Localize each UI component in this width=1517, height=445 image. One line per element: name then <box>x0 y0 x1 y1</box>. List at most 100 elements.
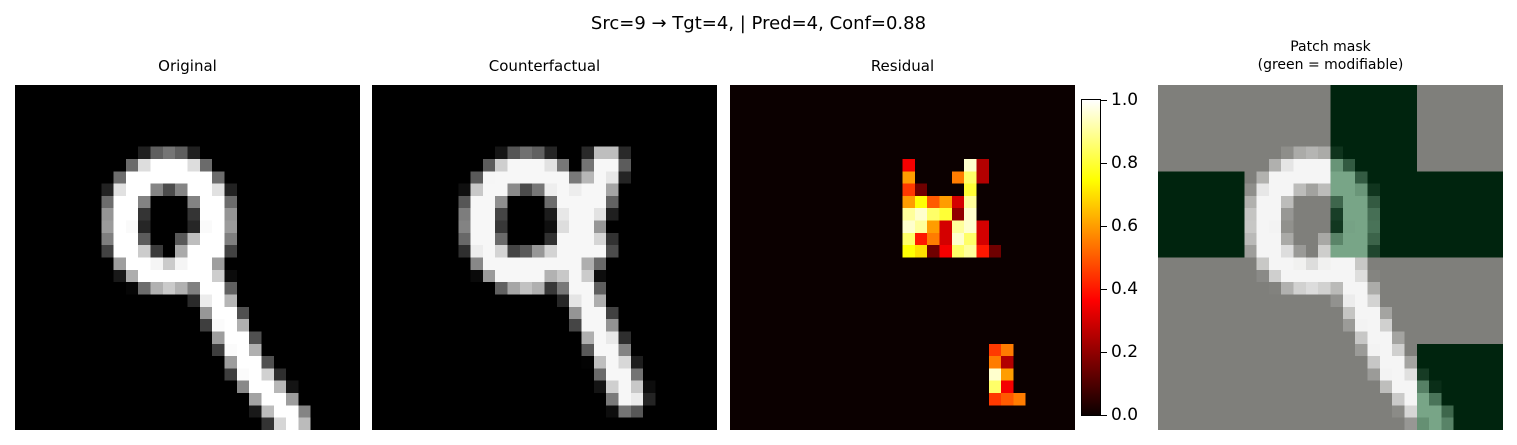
counterfactual-pixel <box>630 294 644 308</box>
original-pixel <box>39 417 53 430</box>
mask-pixel <box>1342 343 1356 357</box>
original-pixel <box>51 232 65 246</box>
residual-pixel <box>828 343 842 357</box>
original-pixel <box>273 245 287 258</box>
residual-pixel <box>828 134 842 147</box>
original-pixel <box>273 183 287 197</box>
original-pixel <box>64 319 77 332</box>
original-pixel <box>101 393 114 406</box>
residual-pixel <box>791 109 805 123</box>
original-pixel <box>187 109 201 123</box>
counterfactual-pixel <box>556 393 570 406</box>
mask-pixel <box>1268 282 1282 295</box>
original-pixel <box>125 319 139 332</box>
residual-pixel <box>742 343 755 357</box>
mask-pixel <box>1194 183 1208 197</box>
counterfactual-pixel <box>372 405 385 418</box>
mask-pixel <box>1293 146 1307 160</box>
counterfactual-pixel <box>396 380 410 394</box>
mask-pixel <box>1256 257 1270 271</box>
mask-pixel <box>1379 343 1393 357</box>
mask-pixel <box>1379 380 1393 394</box>
counterfactual-pixel <box>433 331 447 344</box>
mask-pixel <box>1404 109 1417 123</box>
counterfactual-pixel <box>408 220 422 234</box>
residual-pixel <box>1062 343 1075 357</box>
original-pixel <box>347 208 360 221</box>
original-pixel <box>199 121 213 135</box>
original-pixel <box>273 208 287 221</box>
residual-pixel <box>865 171 879 184</box>
original-pixel <box>310 146 324 160</box>
original-pixel <box>39 109 53 123</box>
mask-pixel <box>1158 171 1171 184</box>
residual-pixel <box>766 121 780 135</box>
residual-pixel <box>1062 319 1075 332</box>
original-pixel <box>199 294 213 308</box>
counterfactual-pixel <box>445 331 459 344</box>
mask-pixel <box>1219 331 1233 344</box>
residual-pixel <box>791 380 805 394</box>
residual-pixel <box>1062 121 1075 135</box>
original-pixel <box>88 158 102 172</box>
mask-pixel <box>1170 195 1183 209</box>
original-pixel <box>125 393 139 406</box>
residual-pixel <box>840 158 854 172</box>
original-pixel <box>101 331 114 344</box>
original-pixel <box>101 306 114 320</box>
residual-pixel <box>730 109 743 123</box>
mask-pixel <box>1466 171 1479 184</box>
mask-pixel <box>1490 85 1503 98</box>
residual-pixel <box>951 208 965 221</box>
mask-pixel <box>1256 97 1270 110</box>
counterfactual-pixel <box>630 306 644 320</box>
mask-pixel <box>1158 417 1171 430</box>
original-pixel <box>212 282 225 295</box>
counterfactual-pixel <box>507 146 521 160</box>
original-pixel <box>199 380 213 394</box>
mask-pixel <box>1429 368 1442 381</box>
mask-pixel <box>1355 319 1368 332</box>
original-pixel <box>15 146 28 160</box>
residual-pixel <box>1001 195 1014 209</box>
residual-pixel <box>1013 306 1026 320</box>
counterfactual-pixel <box>692 245 705 258</box>
mask-pixel <box>1244 393 1257 406</box>
residual-pixel <box>865 208 879 221</box>
original-pixel <box>64 331 77 344</box>
original-pixel <box>298 405 311 418</box>
residual-pixel <box>976 343 989 357</box>
residual-pixel <box>927 294 940 308</box>
mask-pixel <box>1170 319 1183 332</box>
original-pixel <box>39 331 53 344</box>
mask-pixel <box>1281 306 1294 320</box>
residual-pixel <box>877 368 891 381</box>
mask-pixel <box>1490 109 1503 123</box>
mask-pixel <box>1404 368 1417 381</box>
residual-pixel <box>1001 380 1014 394</box>
original-pixel <box>298 343 311 357</box>
residual-pixel <box>840 368 854 381</box>
mask-pixel <box>1182 171 1196 184</box>
counterfactual-pixel <box>692 121 705 135</box>
mask-pixel <box>1268 405 1282 418</box>
original-pixel <box>175 208 188 221</box>
counterfactual-pixel <box>470 331 484 344</box>
mask-pixel <box>1478 393 1491 406</box>
counterfactual-pixel <box>421 220 434 234</box>
residual-pixel <box>742 257 755 271</box>
original-pixel <box>150 368 164 381</box>
residual-pixel <box>914 232 928 246</box>
mask-pixel <box>1170 269 1183 283</box>
counterfactual-pixel <box>445 97 459 110</box>
residual-pixel <box>840 380 854 394</box>
residual-pixel <box>840 257 854 271</box>
residual-pixel <box>1062 294 1075 308</box>
mask-pixel <box>1194 195 1208 209</box>
original-pixel <box>39 393 53 406</box>
residual-pixel <box>1038 245 1051 258</box>
residual-pixel <box>828 220 842 234</box>
mask-pixel <box>1207 195 1220 209</box>
original-pixel <box>39 282 53 295</box>
counterfactual-pixel <box>507 220 521 234</box>
